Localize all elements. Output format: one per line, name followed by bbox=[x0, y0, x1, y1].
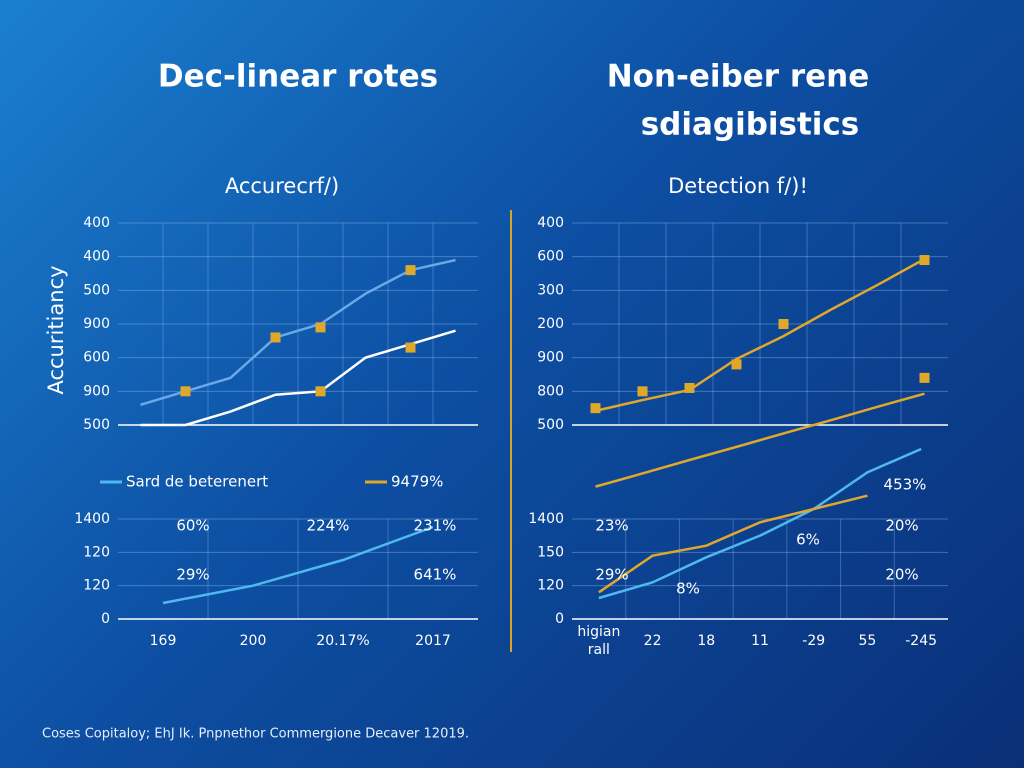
chart-title: Detection f/)! bbox=[668, 174, 808, 198]
x-tick-label: 55 bbox=[859, 633, 877, 649]
series-line bbox=[140, 258, 456, 406]
marker bbox=[270, 332, 281, 343]
series-line bbox=[598, 494, 868, 594]
y-tick-label: 120 bbox=[83, 544, 110, 560]
marker bbox=[405, 265, 416, 276]
y-tick-label: 900 bbox=[83, 316, 110, 332]
y-tick-label: 600 bbox=[537, 249, 564, 265]
x-tick-label: 11 bbox=[751, 633, 769, 649]
y-tick-label: 200 bbox=[537, 316, 564, 332]
y-tick-label: 500 bbox=[83, 282, 110, 298]
y-tick-label: 600 bbox=[83, 350, 110, 366]
slide-title: Dec-linear rotes bbox=[158, 59, 438, 95]
marker bbox=[590, 403, 601, 414]
annotation: 20% bbox=[885, 566, 918, 584]
annotation: 29% bbox=[595, 566, 628, 584]
annotation: 224% bbox=[307, 517, 350, 535]
y-tick-label: 300 bbox=[537, 282, 564, 298]
annotation: 60% bbox=[176, 517, 209, 535]
x-tick-label: 169 bbox=[150, 633, 177, 649]
x-tick-label: -29 bbox=[802, 633, 825, 649]
y-tick-label: 800 bbox=[537, 383, 564, 399]
y-tick-label: 500 bbox=[537, 417, 564, 433]
marker bbox=[919, 255, 930, 266]
annotation: 453% bbox=[884, 476, 927, 494]
legend-label: Sard de beterenert bbox=[126, 473, 268, 491]
chart-title: Accurecrf/) bbox=[225, 174, 339, 198]
x-tick-label: higian rall bbox=[577, 624, 620, 658]
y-tick-label: 0 bbox=[101, 611, 110, 627]
y-axis-label: Accuritiancy bbox=[44, 265, 68, 394]
x-tick-label: 22 bbox=[644, 633, 662, 649]
marker bbox=[778, 319, 789, 329]
marker bbox=[315, 322, 326, 333]
y-tick-label: 400 bbox=[537, 215, 564, 231]
annotation: 29% bbox=[176, 566, 209, 584]
marker bbox=[919, 372, 930, 383]
x-tick-label: 18 bbox=[697, 633, 715, 649]
x-tick-label: 20.17% bbox=[316, 633, 369, 649]
annotation: 641% bbox=[414, 566, 457, 584]
y-tick-label: 120 bbox=[83, 578, 110, 594]
y-tick-label: 900 bbox=[537, 350, 564, 366]
annotation: 20% bbox=[885, 517, 918, 535]
y-tick-label: 0 bbox=[555, 611, 564, 627]
x-tick-label: 200 bbox=[240, 633, 267, 649]
y-tick-label: 120 bbox=[537, 578, 564, 594]
series-line bbox=[140, 329, 456, 427]
marker bbox=[731, 359, 742, 370]
y-tick-label: 150 bbox=[537, 544, 564, 560]
legend-label: 9479% bbox=[391, 473, 443, 491]
y-tick-label: 900 bbox=[83, 383, 110, 399]
annotation: 8% bbox=[676, 580, 700, 598]
annotation: 231% bbox=[414, 517, 457, 535]
annotation: 23% bbox=[595, 517, 628, 535]
y-tick-label: 500 bbox=[83, 417, 110, 433]
y-tick-label: 400 bbox=[83, 249, 110, 265]
y-tick-label: 1400 bbox=[528, 511, 564, 527]
slide-title: sdiagibistics bbox=[641, 107, 860, 143]
slide-title: Non-eiber rene bbox=[607, 59, 870, 95]
x-tick-label: 2017 bbox=[415, 633, 451, 649]
marker bbox=[315, 386, 326, 397]
marker bbox=[637, 386, 648, 397]
series-line bbox=[162, 525, 434, 605]
series-line bbox=[595, 392, 925, 488]
footer: Coses Copitaloy; EhJ Ik. Pnpnethor Comme… bbox=[42, 727, 469, 742]
series-line bbox=[595, 257, 926, 413]
y-tick-label: 400 bbox=[83, 215, 110, 231]
marker bbox=[684, 382, 695, 393]
series-line bbox=[598, 447, 922, 600]
y-tick-label: 1400 bbox=[74, 511, 110, 527]
annotation: 6% bbox=[796, 531, 820, 549]
x-tick-label: -245 bbox=[905, 633, 937, 649]
marker bbox=[405, 342, 416, 353]
marker bbox=[180, 386, 191, 397]
